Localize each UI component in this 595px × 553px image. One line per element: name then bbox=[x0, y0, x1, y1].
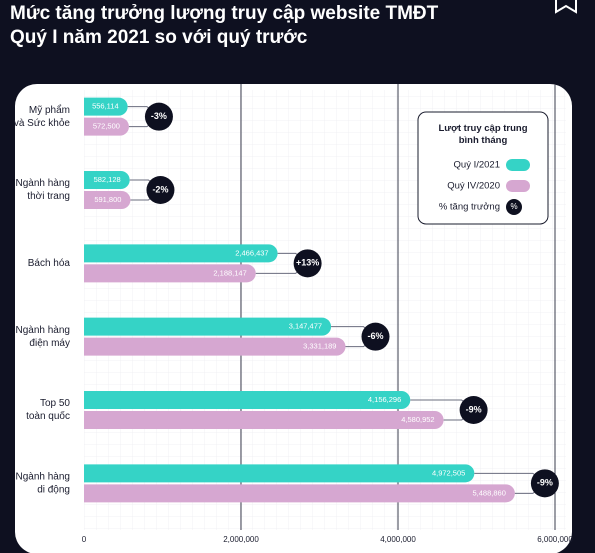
value-label: 2,188,147 bbox=[213, 268, 246, 277]
x-tick-label: 2,000,000 bbox=[223, 535, 259, 544]
legend-swatch bbox=[506, 159, 530, 171]
value-label: 3,331,189 bbox=[303, 342, 336, 351]
x-tick-label: 6,000,000 bbox=[537, 535, 573, 544]
legend-swatch bbox=[506, 180, 530, 192]
growth-label: -3% bbox=[151, 111, 167, 121]
y-tick-label: Mỹ phẩm bbox=[29, 104, 70, 116]
value-label: 582,128 bbox=[94, 175, 121, 184]
growth-label: -6% bbox=[367, 331, 383, 341]
y-tick-label: điện máy bbox=[29, 338, 70, 349]
y-tick-label: Bách hóa bbox=[28, 258, 71, 269]
legend-badge bbox=[506, 199, 522, 215]
growth-label: +13% bbox=[296, 258, 319, 268]
y-tick-label: Ngành hàng bbox=[16, 471, 71, 482]
value-label: 556,114 bbox=[92, 102, 119, 111]
legend-title: Lượt truy cập trung bình tháng bbox=[438, 123, 527, 146]
legend-label: Quý IV/2020 bbox=[447, 181, 500, 192]
y-tick-label: toàn quốc bbox=[26, 410, 70, 422]
value-label: 4,156,296 bbox=[368, 395, 401, 404]
logo bbox=[555, 0, 577, 14]
value-label: 4,972,505 bbox=[432, 468, 465, 477]
chart-title: Quý I năm 2021 so với quý trước bbox=[10, 27, 308, 48]
bar bbox=[84, 171, 130, 189]
y-tick-label: di động bbox=[37, 484, 70, 495]
legend-label: Quý I/2021 bbox=[454, 160, 500, 171]
bar bbox=[84, 117, 129, 136]
value-label: 572,500 bbox=[93, 122, 120, 131]
growth-label: -9% bbox=[537, 478, 553, 488]
y-tick-label: Ngành hàng bbox=[16, 178, 71, 189]
legend-title-line: bình tháng bbox=[459, 135, 508, 146]
bar bbox=[84, 244, 278, 263]
legend-label: % tăng trưởng bbox=[439, 202, 500, 213]
y-tick-label: và Sức khỏe bbox=[14, 117, 71, 129]
bar bbox=[84, 391, 411, 409]
value-label: 4,580,952 bbox=[401, 415, 434, 424]
value-label: 5,488,860 bbox=[473, 488, 506, 497]
value-label: 3,147,477 bbox=[289, 322, 322, 331]
growth-badge bbox=[144, 102, 173, 131]
y-tick-label: Ngành hàng bbox=[16, 325, 71, 336]
bar bbox=[84, 337, 346, 356]
value-label: 2,466,437 bbox=[235, 248, 268, 257]
bar bbox=[84, 191, 131, 209]
y-tick-label: Top 50 bbox=[40, 398, 70, 409]
bar bbox=[84, 264, 256, 283]
legend-title-line: Lượt truy cập trung bbox=[438, 123, 527, 134]
growth-badge bbox=[459, 396, 488, 424]
x-tick-label: 0 bbox=[82, 535, 87, 544]
growth-badge bbox=[361, 322, 390, 351]
growth-badge bbox=[293, 249, 322, 278]
x-tick-label: 4,000,000 bbox=[380, 535, 416, 544]
legend-box bbox=[417, 111, 549, 225]
growth-badge bbox=[146, 176, 175, 204]
legend-badge-symbol: % bbox=[510, 202, 517, 211]
chart-title: Mức tăng trưởng lượng truy cập website T… bbox=[10, 3, 439, 24]
bar bbox=[84, 411, 444, 429]
bar bbox=[84, 484, 515, 503]
value-label: 591,800 bbox=[94, 195, 121, 204]
growth-badge bbox=[530, 469, 559, 498]
bar bbox=[84, 317, 332, 336]
bar bbox=[84, 97, 128, 116]
legend: Lượt truy cập trung bình tháng Quý I/2021 Q… bbox=[417, 111, 549, 225]
y-tick-label: thời trang bbox=[27, 191, 70, 202]
bar bbox=[84, 464, 475, 483]
growth-label: -2% bbox=[152, 184, 168, 194]
growth-label: -9% bbox=[466, 404, 482, 414]
